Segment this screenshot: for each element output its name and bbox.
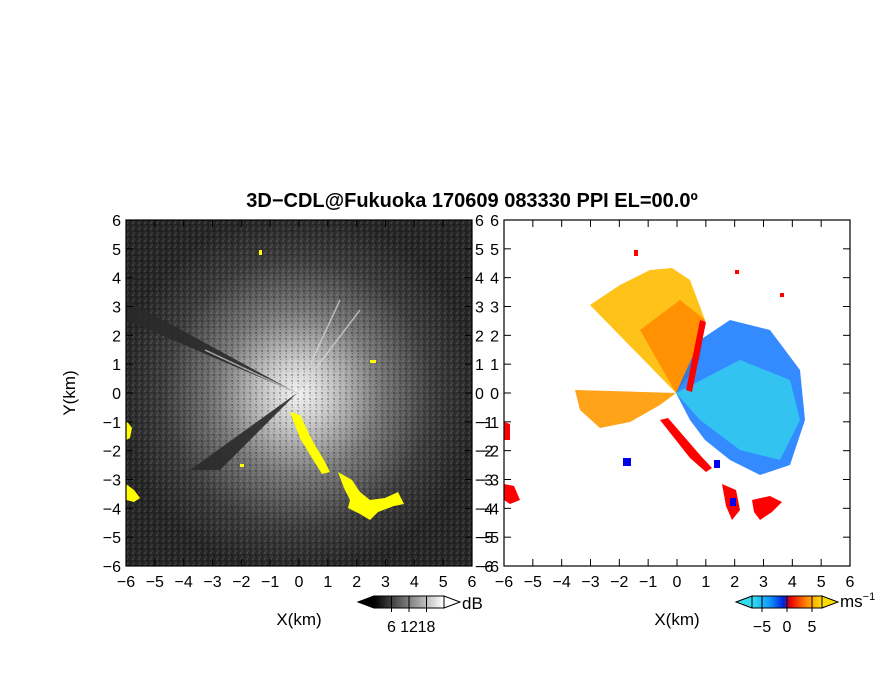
snr-y-tick-label-right: −2 [475, 444, 493, 461]
velocity-x-tick-label: −5 [524, 574, 542, 591]
snr-x-tick-label: 4 [410, 574, 419, 591]
snr-flagged-regions [126, 250, 404, 520]
snr-x-tick-label: −2 [232, 574, 250, 591]
snr-y-tick-label-right: −5 [475, 530, 493, 547]
velocity-colorbar-unit: ms−1 [840, 591, 875, 611]
velocity-y-tick-label: 1 [490, 357, 499, 374]
snr-y-tick-label-right: 0 [475, 386, 484, 403]
velocity-y-tick-label: −6 [481, 559, 499, 576]
snr-axis-ticks [125, 219, 473, 567]
snr-y-tick-label: −1 [103, 415, 121, 432]
tick-labels: −6 −5 −4 −3 −2 −1 0 1 2 3 4 5 6−6 −6−5 −5−4 −4−3 −3−2 −2−… [103, 213, 855, 591]
velocity-x-tick-label: 4 [788, 574, 797, 591]
snr-colorbar-tick-label: 12 [400, 619, 418, 636]
snr-y-tick-label-right: 5 [475, 242, 484, 259]
velocity-colorbar-tick-label: 0 [783, 619, 792, 636]
snr-colorbar-unit: dB [462, 594, 483, 613]
velocity-x-tick-label: 5 [817, 574, 826, 591]
snr-y-tick-label-right: −3 [475, 473, 493, 490]
velocity-y-tick-label: 2 [490, 328, 499, 345]
snr-colorbar-right-arrow [443, 595, 462, 609]
snr-colorbar-tick-label: 18 [418, 619, 436, 636]
velocity-axis-ticks [503, 219, 851, 567]
snr-y-tick-label-right: 6 [475, 213, 484, 230]
snr-x-tick-label: 1 [323, 574, 332, 591]
velocity-x-tick-label: 0 [673, 574, 682, 591]
velocity-colorbar-right-arrow [821, 595, 840, 609]
snr-x-tick-label: −6 [117, 574, 135, 591]
snr-y-tick-label: 3 [112, 300, 121, 317]
snr-panel: Y(km) X(km) [60, 219, 473, 629]
velocity-y-tick-label: −1 [481, 415, 499, 432]
snr-colorbar-tick-label: 6 [387, 619, 396, 636]
velocity-x-tick-label: 1 [701, 574, 710, 591]
velocity-y-tick-label: 0 [490, 386, 499, 403]
velocity-x-tick-label: −3 [581, 574, 599, 591]
velocity-x-tick-label: 2 [730, 574, 739, 591]
velocity-y-tick-label: 6 [490, 213, 499, 230]
snr-x-tick-label: −3 [203, 574, 221, 591]
snr-shadow-sectors [126, 300, 297, 470]
snr-y-axis-label: Y(km) [60, 370, 79, 415]
snr-x-tick-label: −5 [146, 574, 164, 591]
snr-x-axis-label: X(km) [276, 610, 321, 629]
snr-bright-rays [204, 299, 361, 394]
velocity-x-axis-label: X(km) [654, 610, 699, 629]
snr-y-tick-label: 5 [112, 242, 121, 259]
snr-y-tick-label: −4 [103, 501, 121, 518]
snr-y-tick-label: 2 [112, 328, 121, 345]
snr-y-tick-label: 6 [112, 213, 121, 230]
snr-y-tick-label-right: −1 [475, 415, 493, 432]
velocity-y-tick-label: 3 [490, 300, 499, 317]
velocity-colorbar-unit-exponent: −1 [863, 591, 876, 603]
velocity-colorbar-tick-label: −5 [753, 619, 771, 636]
velocity-colorbar: −5 0 5 ms−1 [734, 591, 875, 636]
snr-x-tick-label: 5 [439, 574, 448, 591]
velocity-y-tick-label: −3 [481, 473, 499, 490]
velocity-panel: X(km) [503, 219, 851, 629]
snr-y-tick-label: −6 [103, 559, 121, 576]
velocity-x-tick-label: −1 [639, 574, 657, 591]
snr-y-tick-label-right: −6 [475, 559, 493, 576]
snr-y-tick-label: 0 [112, 386, 121, 403]
snr-colorbar: 6 12 18 dB [356, 594, 483, 636]
snr-y-tick-label: −3 [103, 473, 121, 490]
velocity-x-tick-label: 3 [759, 574, 768, 591]
velocity-colorbar-unit-base: ms [840, 592, 863, 611]
snr-x-tick-label: 6 [468, 574, 477, 591]
snr-colorbar-left-arrow [356, 595, 375, 609]
snr-x-tick-label: −1 [261, 574, 279, 591]
velocity-colorbar-tick-label: 5 [808, 619, 817, 636]
velocity-colorbar-left-arrow [734, 595, 753, 609]
snr-y-tick-label-right: 2 [475, 328, 484, 345]
snr-y-tick-label: −2 [103, 444, 121, 461]
snr-y-tick-label: 4 [112, 271, 121, 288]
snr-y-tick-label: −5 [103, 530, 121, 547]
velocity-x-tick-label: −6 [495, 574, 513, 591]
snr-y-tick-label-right: 4 [475, 271, 484, 288]
snr-y-tick-label-right: 3 [475, 300, 484, 317]
page-title: 3D−CDL@Fukuoka 170609 083330 PPI EL=00.0… [246, 190, 698, 212]
snr-x-tick-label: 0 [295, 574, 304, 591]
snr-x-tick-label: −4 [175, 574, 193, 591]
snr-y-tick-label: 1 [112, 357, 121, 374]
velocity-blue-fragments [623, 458, 736, 506]
velocity-approaching-region [676, 320, 805, 475]
velocity-y-tick-label: −4 [481, 501, 499, 518]
velocity-x-tick-label: −2 [610, 574, 628, 591]
velocity-y-tick-label: 5 [490, 242, 499, 259]
snr-noise-texture [126, 220, 472, 566]
velocity-y-tick-label: −2 [481, 444, 499, 461]
velocity-y-tick-label: −5 [481, 530, 499, 547]
snr-x-tick-label: 2 [352, 574, 361, 591]
snr-x-tick-label: 3 [381, 574, 390, 591]
velocity-x-tick-label: 6 [846, 574, 855, 591]
snr-y-tick-label-right: 1 [475, 357, 484, 374]
velocity-x-tick-label: −4 [553, 574, 571, 591]
velocity-y-tick-label: 4 [490, 271, 499, 288]
snr-y-tick-label-right: −4 [475, 501, 493, 518]
